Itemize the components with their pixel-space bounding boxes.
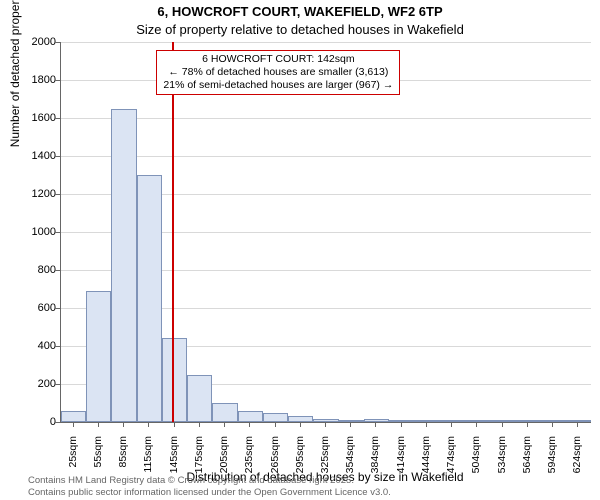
x-tick-mark — [375, 422, 376, 427]
x-tick-mark — [174, 422, 175, 427]
x-tick-mark — [426, 422, 427, 427]
x-tick-label: 295sqm — [294, 436, 306, 486]
x-tick-label: 235sqm — [243, 436, 255, 486]
plot-area: 6 HOWCROFT COURT: 142sqm← 78% of detache… — [60, 42, 591, 423]
histogram-bar — [162, 338, 187, 422]
histogram-bar — [263, 413, 288, 422]
x-tick-label: 564sqm — [521, 436, 533, 486]
y-tick-label: 1600 — [6, 112, 56, 124]
histogram-bar — [187, 375, 212, 423]
annotation-line: ← 78% of detached houses are smaller (3,… — [163, 66, 393, 79]
y-tick-mark — [55, 270, 60, 271]
histogram-bar — [111, 109, 136, 423]
y-tick-mark — [55, 422, 60, 423]
y-tick-mark — [55, 118, 60, 119]
x-tick-label: 474sqm — [445, 436, 457, 486]
y-tick-label: 1000 — [6, 226, 56, 238]
x-tick-label: 624sqm — [571, 436, 583, 486]
x-tick-label: 325sqm — [319, 436, 331, 486]
gridline — [61, 156, 591, 157]
histogram-bar — [61, 411, 86, 422]
x-tick-mark — [224, 422, 225, 427]
chart-title-main: 6, HOWCROFT COURT, WAKEFIELD, WF2 6TP — [0, 4, 600, 19]
x-tick-mark — [98, 422, 99, 427]
x-tick-mark — [552, 422, 553, 427]
x-tick-mark — [577, 422, 578, 427]
gridline — [61, 118, 591, 119]
histogram-bar — [86, 291, 111, 422]
x-tick-label: 534sqm — [496, 436, 508, 486]
histogram-bar — [414, 420, 439, 422]
x-tick-label: 265sqm — [269, 436, 281, 486]
x-tick-label: 384sqm — [369, 436, 381, 486]
x-tick-label: 55sqm — [92, 436, 104, 486]
x-tick-mark — [502, 422, 503, 427]
y-tick-mark — [55, 384, 60, 385]
y-tick-mark — [55, 80, 60, 81]
x-tick-mark — [199, 422, 200, 427]
histogram-bar — [515, 420, 540, 422]
x-tick-mark — [401, 422, 402, 427]
y-tick-label: 400 — [6, 340, 56, 352]
y-tick-mark — [55, 308, 60, 309]
histogram-bar — [212, 403, 237, 422]
x-tick-label: 145sqm — [168, 436, 180, 486]
histogram-bar — [490, 420, 515, 422]
x-tick-label: 85sqm — [117, 436, 129, 486]
y-tick-mark — [55, 194, 60, 195]
histogram-bar — [137, 175, 162, 422]
y-tick-mark — [55, 346, 60, 347]
x-tick-label: 354sqm — [344, 436, 356, 486]
y-tick-label: 1400 — [6, 150, 56, 162]
x-tick-label: 25sqm — [67, 436, 79, 486]
x-tick-mark — [350, 422, 351, 427]
x-tick-mark — [300, 422, 301, 427]
x-tick-label: 414sqm — [395, 436, 407, 486]
x-tick-mark — [451, 422, 452, 427]
histogram-bar — [288, 416, 313, 422]
y-tick-label: 2000 — [6, 36, 56, 48]
marker-line — [172, 42, 174, 422]
annotation-box: 6 HOWCROFT COURT: 142sqm← 78% of detache… — [156, 50, 400, 95]
annotation-line: 6 HOWCROFT COURT: 142sqm — [163, 53, 393, 66]
footer-licence: Contains public sector information licen… — [28, 487, 391, 498]
y-tick-mark — [55, 42, 60, 43]
chart-title-sub: Size of property relative to detached ho… — [0, 22, 600, 37]
gridline — [61, 42, 591, 43]
x-tick-label: 175sqm — [193, 436, 205, 486]
x-tick-mark — [476, 422, 477, 427]
x-tick-mark — [123, 422, 124, 427]
x-tick-label: 115sqm — [142, 436, 154, 486]
x-tick-mark — [249, 422, 250, 427]
chart-container: 6, HOWCROFT COURT, WAKEFIELD, WF2 6TP Si… — [0, 0, 600, 500]
y-tick-label: 600 — [6, 302, 56, 314]
histogram-bar — [389, 420, 414, 422]
y-tick-label: 0 — [6, 416, 56, 428]
annotation-line: 21% of semi-detached houses are larger (… — [163, 79, 393, 92]
y-tick-label: 200 — [6, 378, 56, 390]
x-tick-mark — [148, 422, 149, 427]
y-tick-mark — [55, 156, 60, 157]
x-tick-label: 594sqm — [546, 436, 558, 486]
y-tick-mark — [55, 232, 60, 233]
x-tick-mark — [73, 422, 74, 427]
x-tick-mark — [325, 422, 326, 427]
y-tick-label: 1800 — [6, 74, 56, 86]
x-tick-label: 444sqm — [420, 436, 432, 486]
histogram-bar — [238, 411, 263, 422]
y-tick-label: 1200 — [6, 188, 56, 200]
x-tick-label: 504sqm — [470, 436, 482, 486]
x-tick-mark — [527, 422, 528, 427]
x-tick-label: 205sqm — [218, 436, 230, 486]
x-tick-mark — [275, 422, 276, 427]
y-tick-label: 800 — [6, 264, 56, 276]
